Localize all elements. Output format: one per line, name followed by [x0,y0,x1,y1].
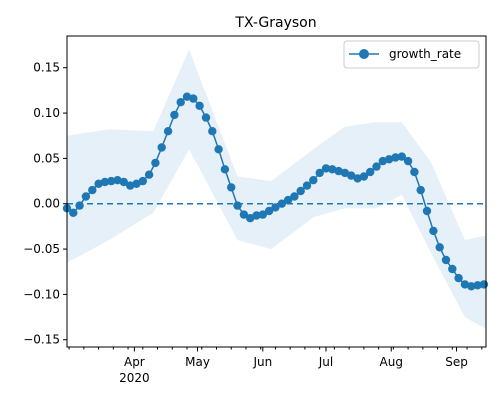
growth-rate-point [283,195,293,205]
chart-title: TX-Grayson [234,15,316,31]
growth-rate-point [107,176,116,186]
growth-rate-point [233,201,242,210]
y-tick-label: 0.10 [33,106,60,120]
growth-rate-point [460,280,470,289]
growth-rate-point [113,176,122,185]
growth-rate-point [309,176,318,185]
growth-rate-point [144,170,154,179]
growth-rate-point [157,143,166,152]
growth-rate-point [132,179,141,188]
growth-rate-point [170,110,179,120]
growth-rate-point [252,211,261,220]
growth-rate-point [220,165,230,174]
growth-rate-point [296,186,305,196]
x-tick-label: May [185,355,210,369]
growth-rate-point [422,206,432,216]
growth-rate-point [340,168,350,178]
growth-rate-point [384,155,394,164]
growth-rate-point [264,206,274,216]
growth-rate-point [378,156,387,166]
x-tick-label: Jun [252,355,272,369]
growth-rate-point [315,168,324,178]
growth-rate-point [435,243,444,252]
growth-rate-point [195,101,204,111]
growth-rate-point [126,181,135,190]
legend-box [343,40,480,69]
growth-rate-point [138,176,147,186]
legend-marker [359,49,369,59]
growth-rate-point [201,113,211,122]
growth-rate-point [182,92,192,101]
growth-rate-point [258,210,267,219]
y-tick-label: −0.10 [23,287,60,301]
growth-rate-point [271,203,280,212]
growth-rate-point [448,264,457,274]
plot-frame [66,35,487,348]
legend: growth_rate [343,40,480,69]
growth-rate-point [321,164,331,173]
confidence-band [67,49,486,329]
x-tick-year-label: 2020 [119,371,150,385]
growth-rate-point [239,210,249,219]
growth-rate-point [366,167,375,177]
growth-rate-point [372,162,381,171]
growth-rate-point [416,185,425,195]
growth-rate-point [359,172,369,181]
growth-rate-point [347,171,356,180]
growth-rate-point [189,94,198,103]
x-tick-label: Jul [318,355,333,369]
y-tick-label: 0.05 [33,151,60,165]
growth-rate-point [81,192,91,201]
growth-rate-point [391,153,400,162]
growth-rate-point [88,185,97,195]
x-tick-label: Aug [380,355,403,369]
growth-rate-point [208,127,217,136]
x-tick-label: Apr [124,355,145,369]
growth-rate-point [403,156,413,166]
growth-rate-point [176,98,185,107]
growth-rate-point [467,282,476,291]
series-layer [62,92,489,291]
growth-rate-point [214,145,223,154]
axes-layer: −0.15 −0.10 −0.05 0.00 0.05 0.10 0.15 Apr 2020 Ma… [23,35,487,385]
growth-rate-point [479,280,489,289]
growth-rate-point [227,183,236,192]
growth-rate-point [397,152,406,161]
y-tick-label: 0.15 [33,61,60,75]
growth-rate-point [290,192,299,201]
growth-rate-point [277,199,286,208]
growth-rate-point [454,273,463,283]
growth-rate-point [328,165,337,174]
growth-rate-point [410,167,419,177]
growth-rate-point [100,177,110,187]
growth-rate-point [69,208,78,217]
growth-rate-point [441,255,451,265]
growth-rate-point [334,166,343,176]
growth-rate-point [94,179,103,188]
band-layer [67,49,486,329]
growth-rate-point [246,214,255,223]
x-tick-label: Sep [445,355,468,369]
growth-rate-point [473,281,482,290]
growth-rate-point [151,158,160,168]
growth-rate-point [75,201,84,210]
legend-label: growth_rate [389,47,461,61]
y-tick-label: −0.15 [23,333,60,347]
growth-rate-point [429,226,438,236]
y-tick-label: −0.05 [23,242,60,256]
growth-rate-point [302,181,312,190]
y-tick-label: 0.00 [33,197,60,211]
growth-rate-point [163,127,173,136]
growth-rate-point [119,177,128,187]
growth-rate-point [353,174,362,183]
